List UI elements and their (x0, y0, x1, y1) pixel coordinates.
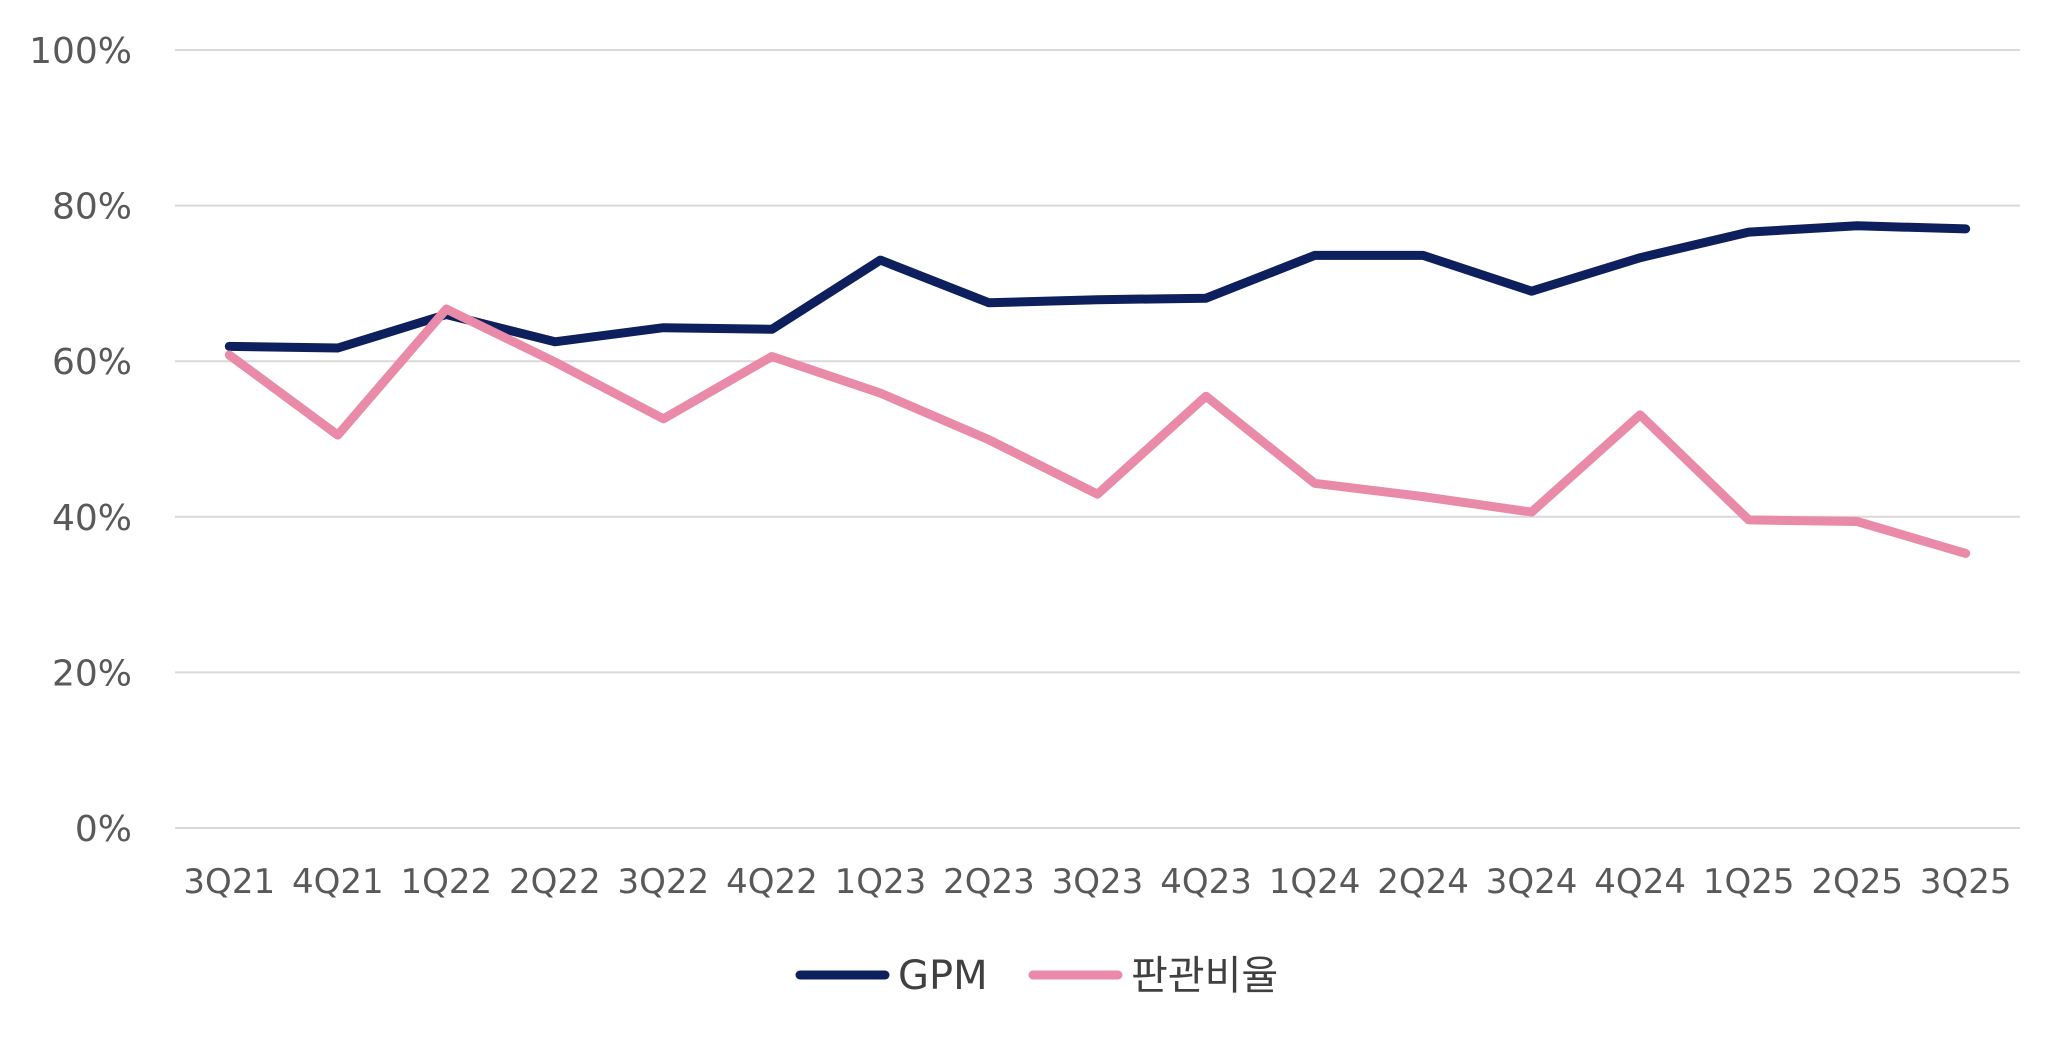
x-tick-label: 3Q24 (1486, 862, 1578, 902)
legend: GPM 판관비율 (800, 953, 1278, 999)
x-tick-label: 2Q23 (943, 862, 1035, 902)
x-tick-label: 4Q23 (1160, 862, 1252, 902)
x-tick-label: 2Q25 (1811, 862, 1903, 902)
x-tick-label: 2Q24 (1377, 862, 1469, 902)
x-tick-label: 4Q21 (292, 862, 384, 902)
legend-item: 판관비율 (1033, 953, 1278, 999)
y-tick-label: 100% (29, 31, 132, 72)
x-tick-label: 1Q22 (400, 862, 492, 902)
x-tick-label: 4Q22 (726, 862, 818, 902)
gridlines (175, 50, 2020, 828)
x-tick-label: 1Q23 (835, 862, 927, 902)
x-tick-label: 1Q24 (1269, 862, 1361, 902)
y-tick-label: 60% (52, 342, 132, 383)
legend-item: GPM (800, 953, 988, 999)
legend-label: GPM (898, 953, 988, 999)
x-tick-label: 2Q22 (509, 862, 601, 902)
y-tick-label: 0% (75, 809, 132, 850)
y-tick-label: 20% (52, 653, 132, 694)
y-axis-tick-labels: 0% 20% 40% 60% 80% 100% (29, 31, 132, 850)
legend-label: 판관비율 (1131, 953, 1278, 999)
x-axis-tick-labels: 3Q21 4Q21 1Q22 2Q22 3Q22 4Q22 1Q23 2Q23 3Q23 4Q23… (183, 862, 2011, 902)
x-tick-label: 3Q22 (618, 862, 710, 902)
x-tick-label: 3Q23 (1052, 862, 1144, 902)
series-lines (229, 226, 1966, 554)
y-tick-label: 80% (52, 187, 132, 228)
x-tick-label: 3Q21 (183, 862, 275, 902)
x-tick-label: 1Q25 (1703, 862, 1795, 902)
x-tick-label: 3Q25 (1920, 862, 2012, 902)
x-tick-label: 4Q24 (1594, 862, 1686, 902)
y-tick-label: 40% (52, 498, 132, 539)
